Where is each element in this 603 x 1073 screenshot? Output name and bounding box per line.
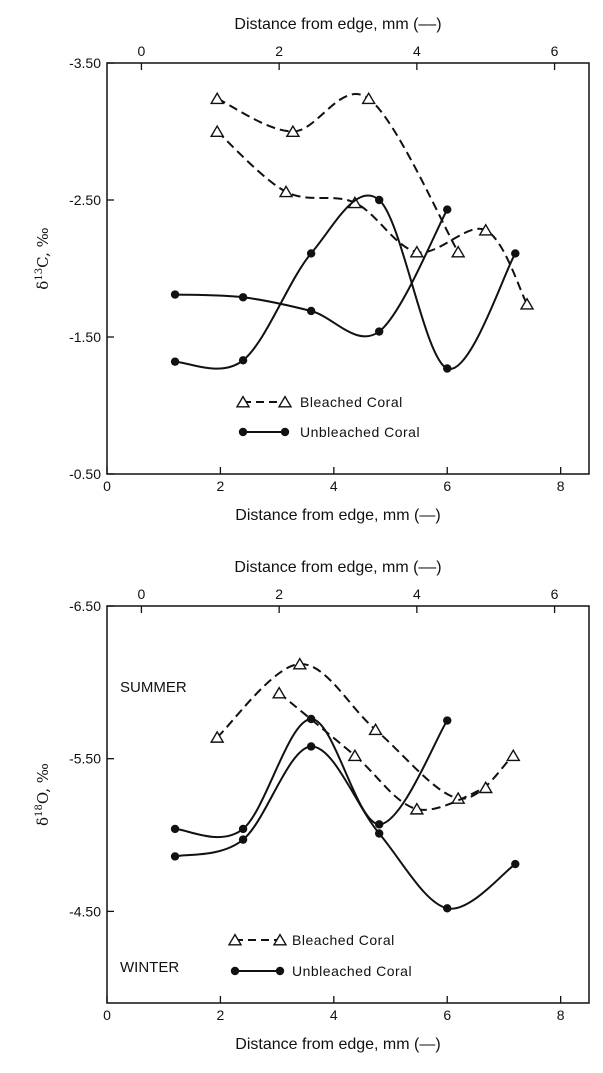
unbleached-coral-point bbox=[374, 195, 384, 205]
y-axis-label-13c: δ13C, ‰ bbox=[34, 227, 52, 289]
bottom-x-tick-label: 0 bbox=[103, 1007, 111, 1023]
legend-18o: Bleached Coral Unbleached Coral bbox=[227, 932, 412, 979]
bleached-coral-line bbox=[216, 93, 460, 253]
bleached-coral-line bbox=[216, 662, 514, 800]
unbleached-coral-point bbox=[374, 327, 384, 336]
y-tick-label: -4.50 bbox=[69, 903, 101, 919]
bottom-x-tick-label: 8 bbox=[557, 1007, 565, 1023]
unbleached-coral-point bbox=[511, 249, 520, 258]
bleached-coral-point bbox=[285, 124, 301, 138]
top-x-tick-label: 0 bbox=[138, 43, 146, 59]
bottom-x-tick-label: 8 bbox=[557, 478, 565, 494]
top-x-tick-label: 2 bbox=[275, 586, 283, 602]
bottom-x-tick-label: 6 bbox=[443, 1007, 451, 1023]
legend-bleached-marker bbox=[227, 933, 243, 946]
bleached-coral-point bbox=[209, 91, 225, 105]
bleached-coral-point bbox=[409, 245, 425, 258]
bleached-coral-line bbox=[216, 130, 528, 305]
top-x-tick-label: 6 bbox=[551, 586, 559, 602]
bleached-coral-point bbox=[478, 223, 493, 236]
top-x-tick-label: 4 bbox=[413, 43, 421, 59]
unbleached-coral-point bbox=[170, 290, 180, 299]
legend-unbleached-marker bbox=[275, 966, 285, 976]
bleached-coral-point bbox=[278, 184, 294, 198]
bleached-coral-point bbox=[409, 802, 425, 815]
unbleached-coral-line bbox=[174, 194, 517, 370]
legend-bleached-marker bbox=[277, 395, 293, 408]
unbleached-coral-point bbox=[306, 714, 316, 724]
delta18o-panel: Distance from edge, mm (––) Distance fro… bbox=[34, 559, 590, 1053]
unbleached-coral-point bbox=[238, 293, 248, 302]
bottom-x-tick-label: 6 bbox=[443, 478, 451, 494]
top-x-tick-label: 0 bbox=[138, 586, 146, 602]
bleached-coral-point bbox=[361, 91, 376, 105]
unbleached-coral-point bbox=[170, 824, 180, 834]
unbleached-coral-line bbox=[174, 209, 449, 338]
y-tick-label: -2.50 bbox=[69, 192, 101, 208]
winter-annotation: WINTER bbox=[120, 959, 179, 976]
legend-unbleached-marker bbox=[238, 427, 248, 437]
unbleached-coral-point bbox=[374, 820, 384, 829]
legend-unbleached-marker bbox=[280, 427, 290, 437]
legend-unbleached-label: Unbleached Coral bbox=[292, 963, 412, 979]
bottom-x-tick-label: 4 bbox=[330, 1007, 338, 1023]
unbleached-coral-point bbox=[306, 306, 316, 316]
unbleached-coral-point bbox=[238, 835, 248, 844]
y-axis-label-18o: δ18O, ‰ bbox=[34, 763, 52, 826]
bleached-coral-point bbox=[271, 686, 287, 699]
plot-frame bbox=[106, 62, 590, 475]
bleached-coral-point bbox=[347, 748, 363, 762]
unbleached-coral-point bbox=[443, 904, 452, 913]
bottom-x-tick-label: 2 bbox=[217, 478, 225, 494]
top-x-axis-label-18o: Distance from edge, mm (––) bbox=[234, 559, 441, 576]
unbleached-coral-point bbox=[511, 859, 520, 869]
legend-bleached-label: Bleached Coral bbox=[300, 394, 403, 410]
bleached-coral-point bbox=[519, 297, 535, 310]
bleached-coral-point bbox=[209, 124, 225, 138]
unbleached-coral-point bbox=[374, 829, 384, 838]
y-tick-label: -6.50 bbox=[69, 598, 101, 614]
plot-frame bbox=[106, 605, 590, 1004]
bleached-coral-point bbox=[209, 730, 225, 743]
top-x-tick-label: 2 bbox=[275, 43, 283, 59]
top-x-axis-label-13c: Distance from edge, mm (––) bbox=[234, 16, 441, 33]
legend-bleached-marker bbox=[235, 395, 251, 408]
bottom-x-axis-label-13c: Distance from edge, mm (—) bbox=[235, 507, 440, 524]
legend-bleached-marker bbox=[272, 933, 288, 946]
y-tick-label: -1.50 bbox=[69, 329, 101, 345]
y-tick-label: -5.50 bbox=[69, 751, 101, 767]
bleached-coral-point bbox=[292, 657, 308, 670]
bleached-coral-point bbox=[368, 722, 383, 736]
unbleached-coral-point bbox=[238, 824, 248, 834]
unbleached-coral-point bbox=[443, 364, 452, 373]
unbleached-coral-point bbox=[443, 716, 452, 725]
bottom-x-axis-label-18o: Distance from edge, mm (—) bbox=[235, 1036, 440, 1053]
legend-unbleached-label: Unbleached Coral bbox=[300, 424, 420, 440]
unbleached-coral-point bbox=[306, 742, 316, 751]
bottom-x-tick-label: 4 bbox=[330, 478, 338, 494]
delta13c-panel: Distance from edge, mm (––) Distance fro… bbox=[34, 16, 590, 524]
y-tick-label: -0.50 bbox=[69, 466, 101, 482]
summer-annotation: SUMMER bbox=[120, 679, 187, 696]
bleached-coral-point bbox=[478, 780, 493, 794]
unbleached-coral-point bbox=[170, 357, 180, 366]
unbleached-coral-point bbox=[170, 852, 180, 861]
top-x-tick-label: 4 bbox=[413, 586, 421, 602]
legend-13c: Bleached Coral Unbleached Coral bbox=[235, 394, 420, 440]
unbleached-coral-point bbox=[306, 249, 316, 258]
unbleached-coral-point bbox=[443, 205, 452, 214]
top-x-tick-label: 6 bbox=[551, 43, 559, 59]
bleached-coral-point bbox=[450, 245, 466, 258]
bottom-x-tick-label: 2 bbox=[217, 1007, 225, 1023]
unbleached-coral-point bbox=[238, 356, 248, 365]
legend-unbleached-marker bbox=[230, 966, 240, 976]
bleached-coral-point bbox=[506, 748, 521, 762]
legend-bleached-label: Bleached Coral bbox=[292, 932, 395, 948]
bottom-x-tick-label: 0 bbox=[103, 478, 111, 494]
bleached-coral-line bbox=[278, 692, 487, 811]
y-tick-label: -3.50 bbox=[69, 55, 101, 71]
